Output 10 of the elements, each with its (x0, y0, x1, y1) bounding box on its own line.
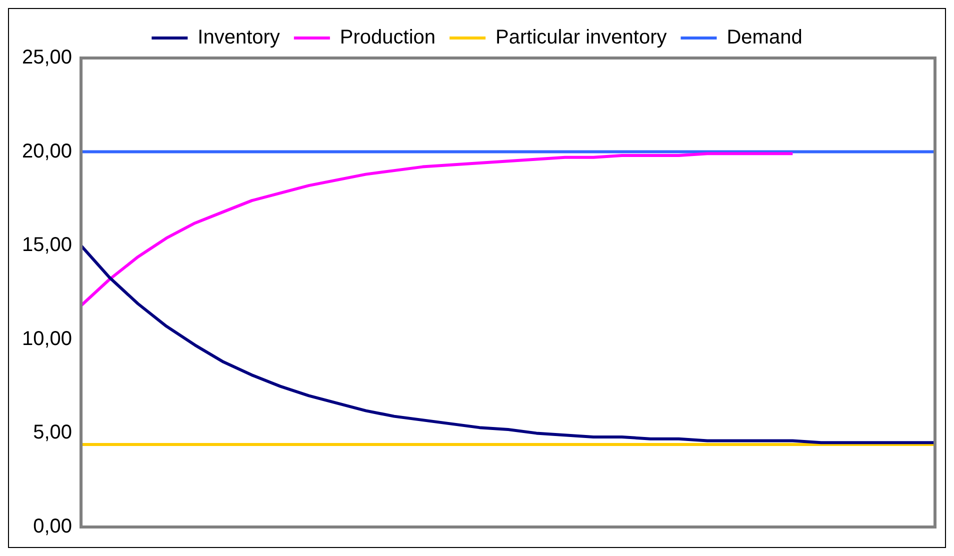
legend-label: Production (340, 26, 436, 49)
y-tick-label: 0,00 (33, 516, 72, 538)
legend-label: Demand (726, 26, 802, 49)
legend-label: Particular inventory (496, 26, 667, 49)
y-tick-label: 5,00 (33, 422, 72, 444)
y-tick-label: 25,00 (22, 46, 72, 69)
legend-label: Inventory (198, 26, 280, 49)
y-tick-label: 10,00 (22, 328, 72, 350)
y-tick-label: 15,00 (22, 234, 72, 256)
y-tick-label: 20,00 (22, 140, 72, 162)
